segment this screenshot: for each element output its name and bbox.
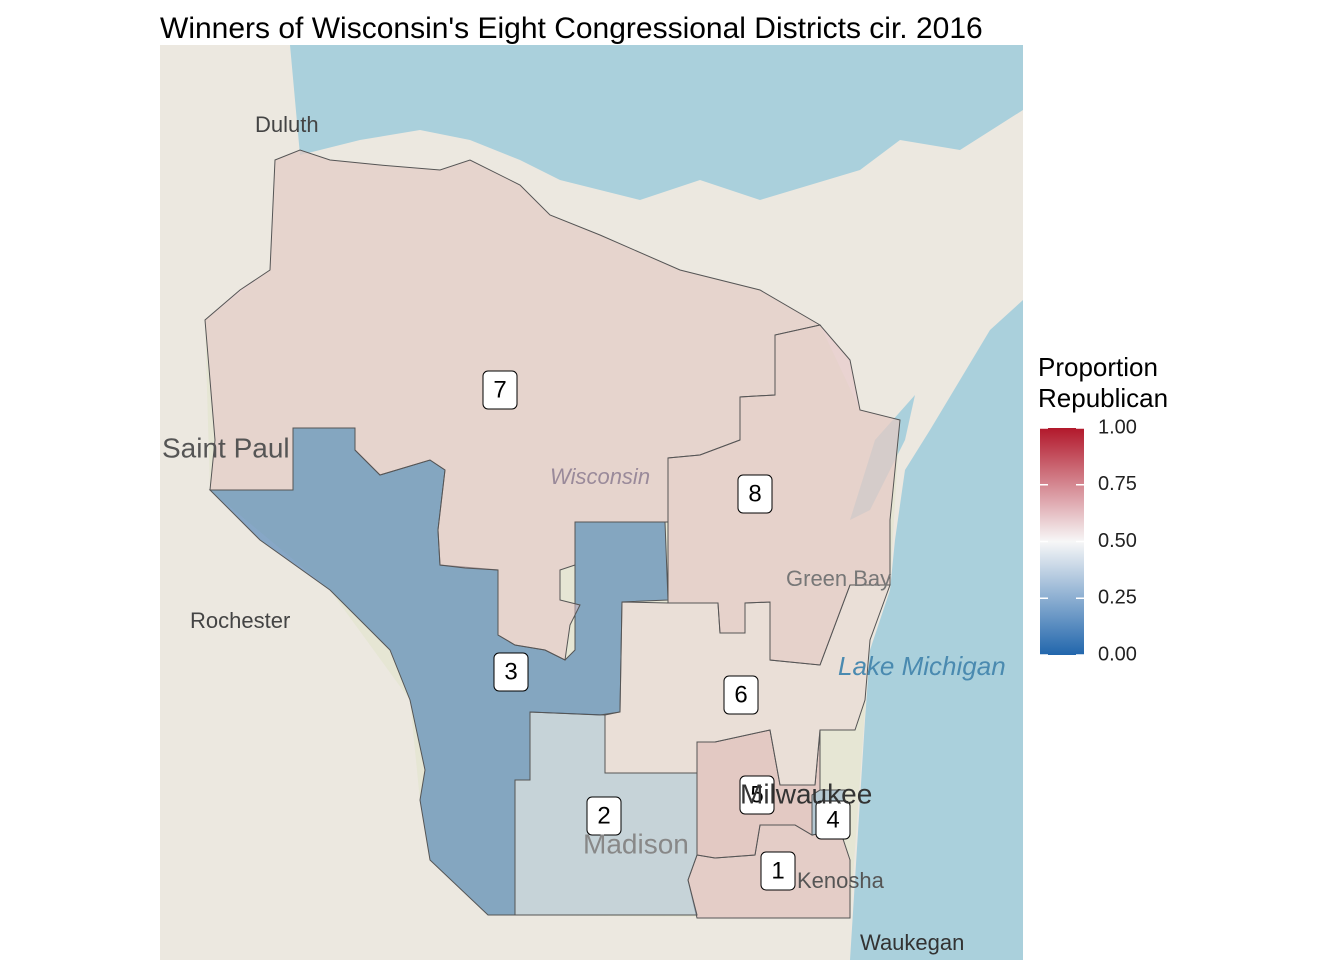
district-label: 1 — [771, 857, 784, 884]
basemap-label: Lake Michigan — [838, 651, 1006, 681]
district-label-box — [760, 851, 796, 891]
district-label: 4 — [826, 806, 839, 833]
district-label: 2 — [597, 802, 610, 829]
district-label-box — [493, 652, 529, 692]
district-label-box — [739, 775, 775, 815]
chart-title: Winners of Wisconsin's Eight Congression… — [160, 12, 983, 45]
basemap-label: Green Bay — [786, 566, 891, 591]
basemap-label: Duluth — [255, 112, 319, 137]
legend-title: Proportion Republican — [1038, 352, 1169, 413]
district-label-box — [815, 800, 851, 840]
colorbar-tick-label: 0.50 — [1098, 530, 1137, 552]
lake-michigan — [850, 300, 1023, 960]
basemap-label: Wisconsin — [550, 464, 650, 489]
district-label-box — [482, 370, 518, 410]
district-label: 8 — [748, 480, 761, 507]
district — [667, 324, 901, 666]
basemap-label: Kenosha — [797, 868, 885, 893]
basemap-label: Rochester — [190, 608, 290, 633]
lake-superior — [290, 45, 1023, 200]
colorbar-tick-label: 0.00 — [1098, 643, 1137, 665]
colorbar-tick-label: 0.75 — [1098, 473, 1137, 495]
district-label-box — [737, 474, 773, 514]
colorbar-tick-label: 0.25 — [1098, 587, 1137, 609]
district-label-box — [723, 675, 759, 715]
district-label: 7 — [493, 376, 506, 403]
basemap-label: Waukegan — [860, 930, 964, 955]
basemap-label: Saint Paul — [162, 432, 290, 463]
district-label: 6 — [734, 681, 747, 708]
basemap-label: Madison — [583, 828, 689, 859]
basemap-label: Milwaukee — [740, 778, 872, 809]
district-label: 5 — [750, 781, 763, 808]
colorbar-tick-label: 1.00 — [1098, 416, 1137, 438]
district-label-box — [586, 796, 622, 836]
district-label: 3 — [504, 658, 517, 685]
district-labels: 1 2 3 4 5 6 7 8 — [482, 370, 851, 891]
